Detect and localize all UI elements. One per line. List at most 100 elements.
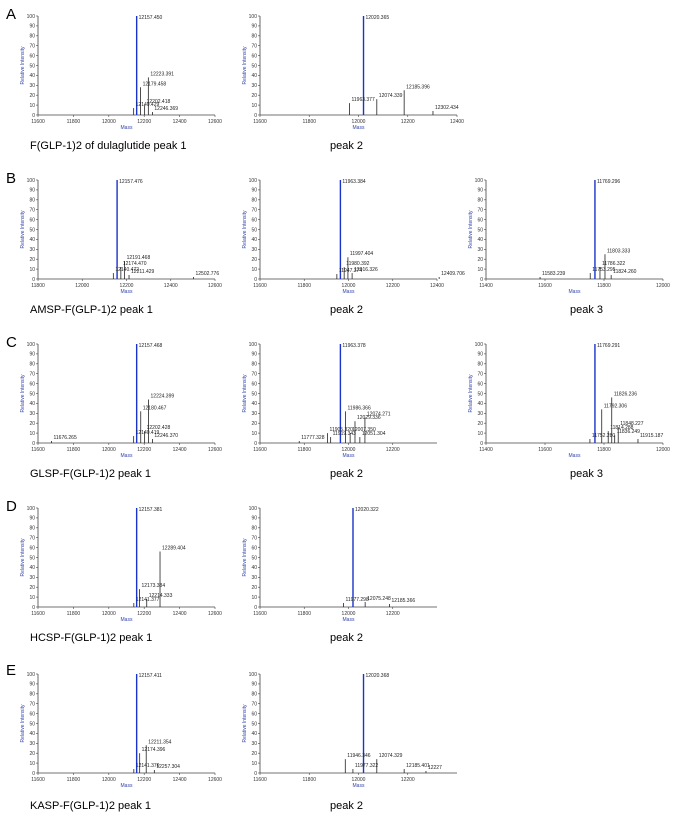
x-tick-label: 12200 (120, 283, 134, 289)
panel-letter-b: B (6, 170, 17, 187)
x-tick-label: 11800 (31, 283, 45, 289)
y-tick-label: 30 (29, 575, 35, 581)
x-tick-label: 12600 (208, 283, 222, 289)
y-tick-label: 20 (251, 257, 257, 263)
caption-c-peak1: GLSP-F(GLP-1)2 peak 1 (30, 468, 152, 480)
peak-label: 11977.298 (345, 597, 368, 603)
caption-b-peak3: peak 3 (570, 304, 604, 316)
x-tick-label: 12000 (102, 611, 116, 617)
peak-label: 12202.428 (147, 425, 171, 431)
x-axis-title: Mass (343, 617, 355, 623)
y-tick-label: 80 (477, 362, 483, 368)
peak-label: 12051.304 (362, 431, 386, 437)
peak-label: 11814.288 (610, 425, 633, 431)
x-tick-label: 12200 (386, 611, 400, 617)
y-tick-label: 70 (251, 208, 257, 214)
x-axis-title: Mass (121, 783, 133, 789)
y-tick-label: 70 (477, 372, 483, 378)
y-tick-label: 60 (29, 53, 35, 59)
peak-label: 12074.339 (379, 93, 403, 99)
peak-label: 12302.434 (435, 105, 459, 111)
spectrum-c-peak1: 0 10 20 30 40 50 60 70 80 90 100 11600 11800 12000 122… (20, 342, 222, 459)
y-tick-label: 10 (251, 595, 257, 601)
y-tick-label: 100 (475, 178, 484, 184)
y-tick-label: 100 (249, 506, 258, 512)
peak-label: 12409.706 (441, 271, 465, 277)
peak-label: 11919.343 (333, 431, 356, 437)
x-tick-label: 11800 (302, 119, 316, 125)
peak-label: 12224.399 (151, 393, 175, 399)
y-tick-label: 70 (29, 44, 35, 50)
y-axis-title: Relative Intensity (20, 46, 26, 85)
y-tick-label: 100 (475, 342, 484, 348)
y-tick-label: 100 (27, 342, 36, 348)
x-tick-label: 12000 (342, 447, 356, 453)
peak-label: 11946.346 (347, 753, 370, 759)
x-tick-label: 12400 (430, 283, 444, 289)
y-axis-title: Relative Intensity (242, 46, 248, 85)
caption-b-peak1: AMSP-F(GLP-1)2 peak 1 (30, 304, 153, 316)
y-tick-label: 100 (27, 178, 36, 184)
y-tick-label: 70 (29, 372, 35, 378)
y-tick-label: 0 (254, 771, 257, 777)
peak-label: 12185.366 (392, 598, 416, 604)
spectrum-c-peak3: 0 10 20 30 40 50 60 70 80 90 100 11400 11600 11800 120… (468, 342, 670, 459)
spectrum-a-peak1: 0 10 20 30 40 50 60 70 80 90 100 11600 11800 12000 122… (20, 14, 222, 131)
y-tick-label: 50 (251, 555, 257, 561)
y-tick-label: 10 (29, 431, 35, 437)
x-tick-label: 12400 (173, 119, 187, 125)
y-tick-label: 90 (29, 682, 35, 688)
y-tick-label: 40 (29, 237, 35, 243)
x-tick-label: 11600 (253, 611, 267, 617)
y-tick-label: 80 (251, 526, 257, 532)
peak-label: 12174.470 (123, 261, 147, 267)
y-axis-title: Relative Intensity (242, 210, 248, 249)
caption-a-peak1: F(GLP-1)2 of dulaglutide peak 1 (30, 140, 187, 152)
y-tick-label: 90 (477, 352, 483, 358)
x-tick-label: 12000 (656, 283, 670, 289)
y-axis-title: Relative Intensity (242, 538, 248, 577)
y-tick-label: 0 (32, 771, 35, 777)
peak-label: 11986.366 (347, 405, 370, 411)
y-tick-label: 80 (251, 198, 257, 204)
y-tick-label: 70 (251, 44, 257, 50)
y-tick-label: 80 (29, 198, 35, 204)
peak-label: 12191.468 (127, 255, 151, 261)
peak-label: 12180.467 (143, 405, 167, 411)
y-axis-title: Relative Intensity (242, 374, 248, 413)
peak-label: 12074.271 (367, 411, 391, 417)
x-axis-title: Mass (343, 453, 355, 459)
x-tick-label: 11800 (297, 447, 311, 453)
peak-label: 11915.187 (640, 433, 663, 439)
x-tick-label: 12000 (342, 611, 356, 617)
y-tick-label: 100 (27, 506, 36, 512)
y-tick-label: 0 (480, 441, 483, 447)
y-tick-label: 60 (251, 53, 257, 59)
caption-d-peak1: HCSP-F(GLP-1)2 peak 1 (30, 632, 153, 644)
peak-label: 12214.333 (149, 593, 173, 599)
x-axis-title: Mass (343, 289, 355, 295)
y-tick-label: 0 (32, 605, 35, 611)
x-axis-title: Mass (121, 289, 133, 295)
peak-label: 12211.429 (131, 269, 154, 275)
y-tick-label: 20 (251, 585, 257, 591)
spectrum-a-peak2: 0 10 20 30 40 50 60 70 80 90 100 11600 11800 12000 122… (242, 14, 464, 131)
peak-label: 12202.418 (147, 99, 171, 105)
panel-letter-e: E (6, 662, 17, 679)
y-tick-label: 20 (477, 421, 483, 427)
x-tick-label: 11800 (67, 777, 81, 783)
x-axis-title: Mass (121, 617, 133, 623)
y-tick-label: 70 (29, 702, 35, 708)
y-tick-label: 80 (29, 34, 35, 40)
spectrum-d-peak2: 0 10 20 30 40 50 60 70 80 90 100 11600 11800 12000 122… (242, 506, 437, 623)
x-tick-label: 12200 (401, 777, 415, 783)
x-axis-title: Mass (353, 783, 365, 789)
y-tick-label: 30 (29, 83, 35, 89)
peak-label: 12020.322 (355, 507, 379, 513)
x-tick-label: 11600 (253, 777, 267, 783)
y-tick-label: 80 (29, 526, 35, 532)
peak-label: 12141.377 (136, 597, 160, 603)
y-tick-label: 20 (251, 93, 257, 99)
y-tick-label: 80 (29, 692, 35, 698)
x-tick-label: 12400 (164, 283, 178, 289)
